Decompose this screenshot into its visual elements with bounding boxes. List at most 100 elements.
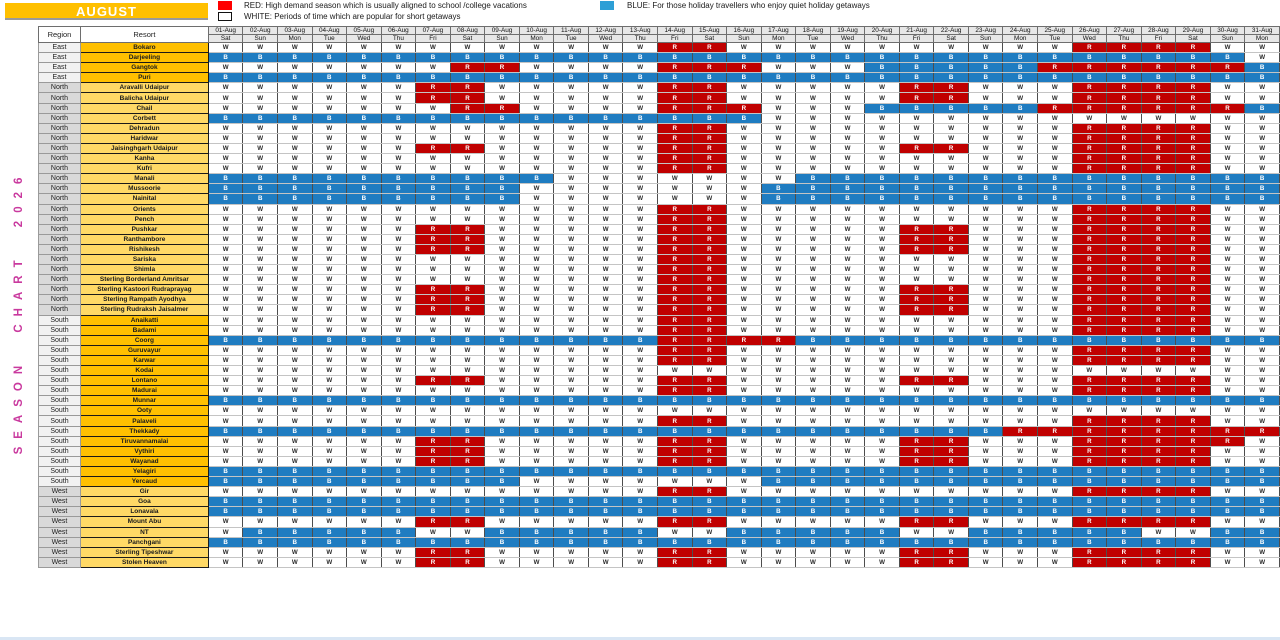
day-cell[interactable]: R <box>691 284 728 296</box>
day-cell[interactable]: W <box>967 556 1004 568</box>
day-cell[interactable]: W <box>587 314 624 326</box>
day-cell[interactable]: W <box>829 556 866 568</box>
weekday-header-cell[interactable]: Fri <box>656 34 693 43</box>
day-cell[interactable]: R <box>1106 233 1142 245</box>
day-cell[interactable]: W <box>242 375 278 387</box>
day-cell[interactable]: W <box>587 516 624 528</box>
date-header-cell[interactable]: 31-Aug <box>1244 26 1280 35</box>
day-cell[interactable]: B <box>276 536 313 548</box>
day-cell[interactable]: B <box>415 112 451 124</box>
day-cell[interactable]: W <box>622 304 658 316</box>
day-cell[interactable]: B <box>415 536 451 548</box>
day-cell[interactable]: W <box>276 385 313 397</box>
day-cell[interactable]: R <box>691 142 728 155</box>
region-cell[interactable]: North <box>38 243 81 255</box>
date-header-cell[interactable]: 25-Aug <box>1037 26 1073 35</box>
day-cell[interactable]: W <box>795 62 831 74</box>
day-cell[interactable]: R <box>1106 223 1142 235</box>
day-cell[interactable]: W <box>933 264 969 276</box>
day-cell[interactable]: W <box>553 243 589 255</box>
day-cell[interactable]: W <box>346 233 382 245</box>
day-cell[interactable]: W <box>1244 304 1280 316</box>
day-cell[interactable]: R <box>656 334 693 346</box>
day-cell[interactable]: B <box>1106 72 1142 84</box>
day-cell[interactable]: R <box>898 142 935 155</box>
day-cell[interactable]: W <box>242 92 278 104</box>
day-cell[interactable]: W <box>760 354 797 367</box>
day-cell[interactable]: W <box>760 102 797 114</box>
day-cell[interactable]: B <box>242 496 278 508</box>
day-cell[interactable]: W <box>933 364 969 377</box>
resort-cell[interactable]: Pushkar <box>79 223 209 235</box>
day-cell[interactable]: W <box>518 41 555 54</box>
day-cell[interactable]: W <box>449 354 486 367</box>
day-cell[interactable]: W <box>829 455 866 467</box>
day-cell[interactable]: W <box>518 445 555 457</box>
day-cell[interactable]: R <box>1140 304 1177 316</box>
weekday-header-cell[interactable]: Tue <box>795 34 831 43</box>
day-cell[interactable]: W <box>311 142 348 155</box>
weekday-header-cell[interactable]: Sun <box>726 34 762 43</box>
day-cell[interactable]: W <box>622 344 658 356</box>
day-cell[interactable]: W <box>346 132 382 144</box>
day-cell[interactable]: R <box>415 445 451 457</box>
region-cell[interactable]: North <box>38 253 81 266</box>
day-cell[interactable]: B <box>207 72 244 84</box>
weekday-header-cell[interactable]: Mon <box>1002 34 1038 43</box>
day-cell[interactable]: B <box>242 395 278 407</box>
day-cell[interactable]: R <box>1071 314 1108 326</box>
day-cell[interactable]: W <box>276 41 313 54</box>
day-cell[interactable]: B <box>760 183 797 195</box>
day-cell[interactable]: W <box>415 213 451 225</box>
day-cell[interactable]: W <box>795 486 831 498</box>
day-cell[interactable]: W <box>1244 243 1280 255</box>
day-cell[interactable]: W <box>553 405 589 417</box>
day-cell[interactable]: B <box>864 496 900 508</box>
day-cell[interactable]: R <box>898 435 935 447</box>
day-cell[interactable]: W <box>864 375 900 387</box>
day-cell[interactable]: W <box>242 213 278 225</box>
day-cell[interactable]: W <box>967 92 1004 104</box>
day-cell[interactable]: W <box>518 183 555 195</box>
day-cell[interactable]: W <box>207 102 244 114</box>
day-cell[interactable]: B <box>795 465 831 478</box>
day-cell[interactable]: W <box>242 304 278 316</box>
day-cell[interactable]: R <box>1071 354 1108 367</box>
day-cell[interactable]: R <box>1175 455 1211 467</box>
day-cell[interactable]: B <box>518 395 555 407</box>
day-cell[interactable]: W <box>380 82 417 94</box>
day-cell[interactable]: B <box>207 395 244 407</box>
day-cell[interactable]: W <box>553 122 589 134</box>
region-cell[interactable]: South <box>38 385 81 397</box>
day-cell[interactable]: B <box>1002 62 1038 74</box>
day-cell[interactable]: W <box>449 41 486 54</box>
day-cell[interactable]: W <box>864 435 900 447</box>
day-cell[interactable]: B <box>380 536 417 548</box>
day-cell[interactable]: W <box>1209 364 1246 377</box>
day-cell[interactable]: W <box>1002 41 1038 54</box>
day-cell[interactable]: B <box>622 72 658 84</box>
day-cell[interactable]: W <box>726 142 762 155</box>
day-cell[interactable]: W <box>346 294 382 306</box>
day-cell[interactable]: W <box>380 324 417 336</box>
region-cell[interactable]: North <box>38 223 81 235</box>
day-cell[interactable]: B <box>242 52 278 64</box>
day-cell[interactable]: R <box>691 243 728 255</box>
day-cell[interactable]: R <box>1106 243 1142 255</box>
day-cell[interactable]: B <box>656 395 693 407</box>
resort-cell[interactable]: NT <box>79 526 209 538</box>
day-cell[interactable]: B <box>1037 395 1073 407</box>
day-cell[interactable]: W <box>553 516 589 528</box>
day-cell[interactable]: B <box>1071 526 1108 538</box>
day-cell[interactable]: W <box>587 173 624 185</box>
day-cell[interactable]: R <box>1140 314 1177 326</box>
day-cell[interactable]: W <box>1037 264 1073 276</box>
day-cell[interactable]: W <box>726 233 762 245</box>
day-cell[interactable]: W <box>1037 415 1073 427</box>
day-cell[interactable]: W <box>1244 314 1280 326</box>
day-cell[interactable]: B <box>1244 193 1280 205</box>
day-cell[interactable]: W <box>346 62 382 74</box>
day-cell[interactable]: W <box>587 264 624 276</box>
day-cell[interactable]: W <box>311 102 348 114</box>
day-cell[interactable]: B <box>1175 173 1211 185</box>
